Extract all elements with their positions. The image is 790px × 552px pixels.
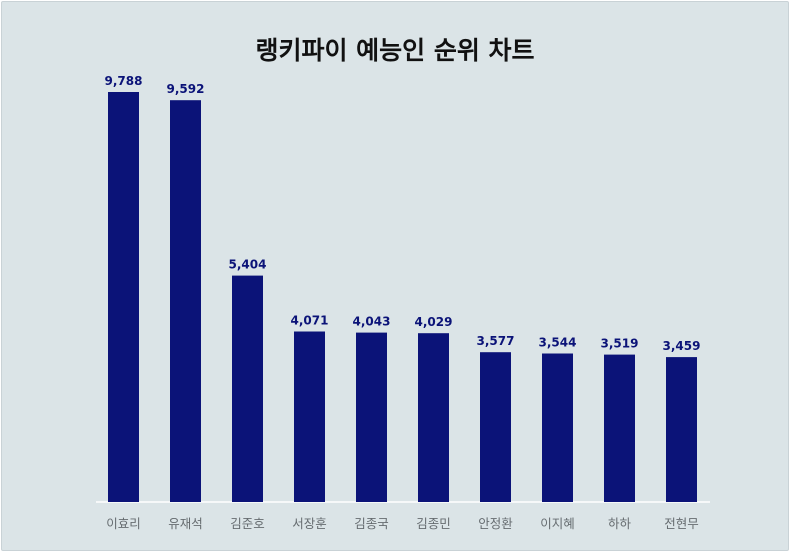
value-label-5: 4,043 (353, 315, 391, 329)
value-label-9: 3,519 (601, 337, 639, 351)
category-tick-label-3: 김준호 (230, 516, 265, 531)
bar-3 (232, 275, 263, 502)
chart-title: 랭키파이 예능인 순위 차트 (255, 36, 534, 65)
category-tick-label-5: 김종국 (354, 516, 389, 531)
value-label-6: 4,029 (415, 315, 453, 329)
bar-7 (480, 352, 511, 502)
bar-2 (170, 100, 201, 502)
value-label-4: 4,071 (291, 314, 329, 328)
category-tick-label-9: 하하 (608, 516, 632, 531)
bar-4 (294, 331, 325, 502)
bars-group (108, 92, 697, 502)
bar-5 (356, 332, 387, 502)
bar-10 (666, 357, 697, 502)
value-label-8: 3,544 (539, 336, 577, 350)
bar-1 (108, 92, 139, 502)
category-tick-label-2: 유재석 (168, 516, 203, 531)
category-tick-label-8: 이지혜 (540, 516, 575, 531)
bar-9 (604, 354, 635, 502)
bar-6 (418, 333, 449, 502)
category-tick-label-4: 서장훈 (292, 516, 327, 531)
bar-8 (542, 353, 573, 502)
value-label-7: 3,577 (477, 334, 515, 348)
category-ticks-group: 이효리 유재석 김준호 서장훈 김종국 김종민 안정환 이지혜 하하 전현무 (106, 516, 699, 531)
category-tick-label-1: 이효리 (106, 516, 141, 531)
value-label-3: 5,404 (229, 258, 267, 272)
value-label-10: 3,459 (663, 339, 701, 353)
value-label-1: 9,788 (105, 74, 143, 88)
category-tick-label-10: 전현무 (664, 516, 699, 531)
category-tick-label-6: 김종민 (416, 516, 451, 531)
value-label-2: 9,592 (167, 82, 205, 96)
value-labels-group: 9,788 9,592 5,404 4,071 4,043 4,029 3,577 3,544… (105, 74, 701, 353)
category-tick-label-7: 안정환 (478, 516, 513, 531)
